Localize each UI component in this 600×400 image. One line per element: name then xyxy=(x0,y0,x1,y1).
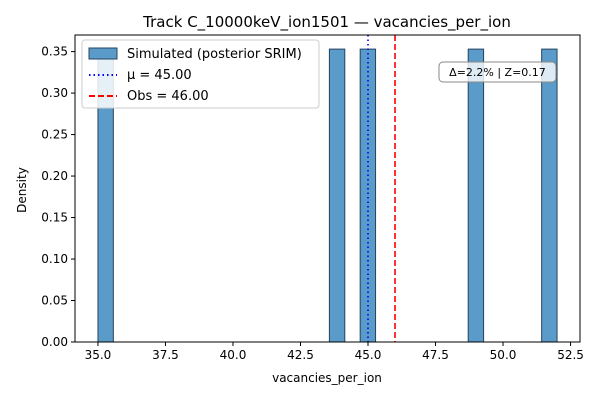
chart-title: Track C_10000keV_ion1501 — vacancies_per… xyxy=(142,13,511,32)
x-tick-label: 45.0 xyxy=(355,348,382,362)
x-tick-label: 37.5 xyxy=(152,348,179,362)
legend: Simulated (posterior SRIM) μ = 45.00 Obs… xyxy=(81,39,320,109)
x-tick-label: 52.5 xyxy=(557,348,584,362)
y-axis-title: Density xyxy=(15,167,29,213)
y-axis: 0.00 0.05 0.10 0.15 0.20 0.25 0.30 0.35 xyxy=(41,45,75,349)
stats-annotation-box xyxy=(438,61,557,83)
histogram-bar xyxy=(541,48,558,343)
legend-swatch-simulated xyxy=(88,47,118,60)
y-tick-label: 0.05 xyxy=(41,294,68,308)
y-tick-label: 0.15 xyxy=(41,211,68,225)
histogram-bar xyxy=(467,48,485,343)
stats-annotation-text: Δ=2.2% | Z=0.17 xyxy=(449,66,546,79)
y-tick-label: 0.00 xyxy=(41,335,68,349)
y-tick-label: 0.25 xyxy=(41,128,68,142)
histogram-bar xyxy=(359,48,377,343)
histogram-bar xyxy=(328,48,346,343)
y-tick-label: 0.30 xyxy=(41,86,68,100)
x-tick-label: 47.5 xyxy=(422,348,449,362)
bars-layer xyxy=(97,48,558,343)
x-tick-label: 35.0 xyxy=(85,348,112,362)
legend-label-mean: μ = 45.00 xyxy=(127,68,192,83)
stats-annotation: Δ=2.2% | Z=0.17 xyxy=(438,61,557,83)
reference-lines xyxy=(367,35,396,342)
plot-frame xyxy=(74,34,581,343)
y-tick-label: 0.20 xyxy=(41,169,68,183)
legend-label-obs: Obs = 46.00 xyxy=(127,89,209,104)
x-axis: 35.0 37.5 40.0 42.5 45.0 47.5 50.0 52.5 xyxy=(85,342,584,362)
x-tick-label: 42.5 xyxy=(287,348,314,362)
x-tick-label: 50.0 xyxy=(490,348,517,362)
y-tick-label: 0.10 xyxy=(41,252,68,266)
x-axis-title: vacancies_per_ion xyxy=(272,371,382,385)
legend-box xyxy=(81,39,320,109)
x-tick-label: 40.0 xyxy=(220,348,247,362)
y-tick-label: 0.35 xyxy=(41,45,68,59)
legend-label-simulated: Simulated (posterior SRIM) xyxy=(127,47,302,62)
